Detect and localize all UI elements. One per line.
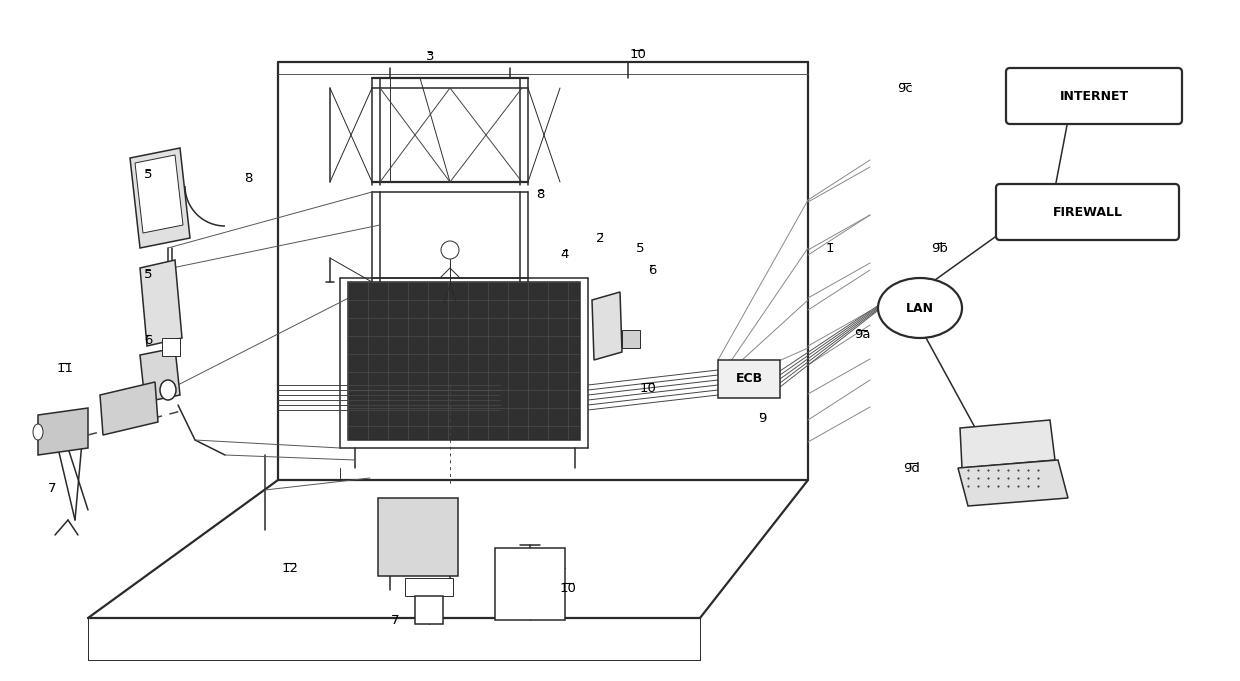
Text: 7: 7 (391, 614, 399, 627)
Text: 3: 3 (425, 50, 434, 63)
Polygon shape (348, 282, 580, 440)
Text: 9: 9 (758, 411, 766, 424)
Text: 9a: 9a (854, 328, 870, 341)
Text: 9b: 9b (931, 242, 949, 255)
FancyBboxPatch shape (996, 184, 1179, 240)
Text: 9c: 9c (897, 82, 913, 95)
Polygon shape (38, 408, 88, 455)
FancyBboxPatch shape (1006, 68, 1182, 124)
Text: 10: 10 (640, 381, 656, 394)
Text: 5: 5 (144, 168, 153, 182)
Polygon shape (140, 348, 180, 402)
Ellipse shape (33, 424, 43, 440)
Bar (495, 548, 565, 620)
Text: 12: 12 (281, 562, 299, 575)
Bar (718, 360, 780, 398)
Text: 11: 11 (57, 362, 73, 375)
Polygon shape (959, 460, 1068, 506)
Text: LAN: LAN (906, 302, 934, 315)
Text: 6: 6 (647, 264, 656, 276)
Text: 7: 7 (48, 481, 56, 494)
Text: 8: 8 (536, 189, 544, 202)
Text: 9d: 9d (904, 462, 920, 475)
Text: ECB: ECB (735, 373, 763, 385)
Bar (405, 578, 453, 596)
Text: 1: 1 (826, 242, 835, 255)
Text: 8: 8 (244, 172, 252, 185)
Polygon shape (135, 155, 184, 233)
Text: INTERNET: INTERNET (1059, 89, 1128, 103)
Text: 10: 10 (630, 48, 646, 61)
Text: 6: 6 (144, 334, 153, 347)
Text: 5: 5 (144, 268, 153, 281)
Bar (622, 330, 640, 348)
Ellipse shape (160, 380, 176, 400)
Text: 5: 5 (636, 242, 645, 255)
Polygon shape (100, 382, 157, 435)
Polygon shape (960, 420, 1055, 468)
Text: 10: 10 (559, 582, 577, 595)
Text: 4: 4 (560, 249, 569, 262)
Polygon shape (130, 148, 190, 248)
Polygon shape (591, 292, 622, 360)
Polygon shape (140, 260, 182, 346)
Text: FIREWALL: FIREWALL (1053, 206, 1122, 219)
Bar (415, 596, 443, 624)
Text: 2: 2 (595, 232, 604, 244)
Ellipse shape (878, 278, 962, 338)
Bar (378, 498, 458, 576)
Ellipse shape (441, 241, 459, 259)
Bar (162, 338, 180, 356)
